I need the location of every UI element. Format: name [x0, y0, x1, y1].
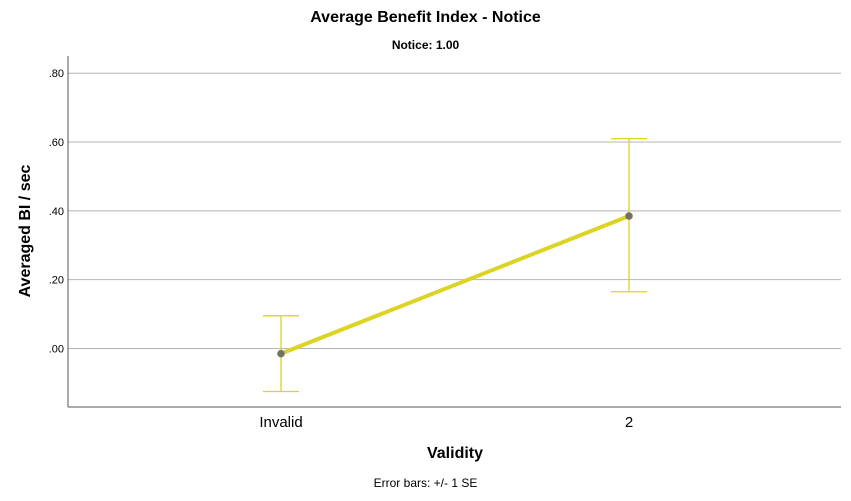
chart-title: Average Benefit Index - Notice [310, 9, 541, 26]
y-tick-labels: .00 .20 .40 .60 .80 [49, 68, 64, 355]
y-tick-label: .00 [49, 344, 64, 356]
series-line [279, 214, 631, 356]
y-tick-label: .20 [49, 275, 64, 287]
series-line-group [279, 214, 631, 356]
x-axis-label: Validity [427, 445, 483, 462]
x-tick-label: Invalid [259, 414, 302, 431]
y-tick-label: .80 [49, 68, 64, 80]
y-axis-label: Averaged BI / sec [17, 165, 34, 298]
x-tick-labels: Invalid 2 [259, 414, 633, 431]
y-tick-label: .40 [49, 206, 64, 218]
error-bars [263, 137, 647, 393]
error-bar-footnote: Error bars: +/- 1 SE [373, 476, 478, 490]
data-point [625, 212, 633, 220]
x-tick-label: 2 [625, 414, 633, 431]
data-points [277, 212, 633, 358]
data-point [277, 349, 285, 358]
y-tick-label: .60 [49, 137, 64, 149]
gridlines [68, 72, 841, 349]
chart-subtitle: Notice: 1.00 [391, 38, 460, 52]
